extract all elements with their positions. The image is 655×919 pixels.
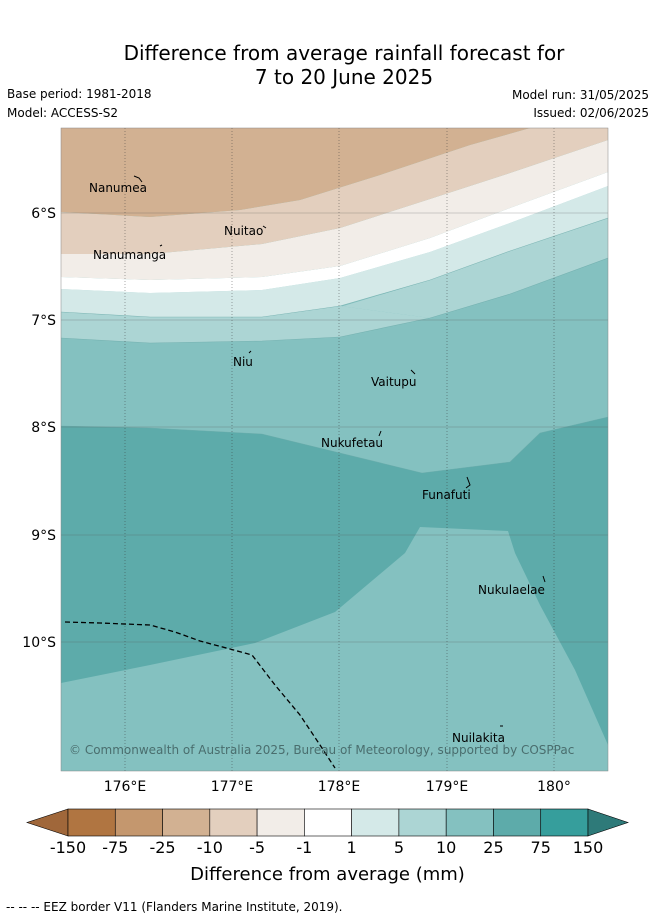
colorbar-tick-label: 25 [483, 838, 503, 857]
niu-island-shape [248, 350, 252, 354]
island-label-nuilakita: Nuilakita [452, 731, 505, 745]
lat-tick-6s: 6°S [31, 206, 56, 222]
island-label-nuitao: Nuitao [224, 224, 263, 238]
lat-tick-8s: 8°S [31, 420, 56, 436]
island-label-nanumea: Nanumea [89, 181, 147, 195]
colorbar-segment [445, 808, 494, 837]
rainfall-contours: Nanumea Nuitao Nanumanga Niu Vaitupu Nuk… [61, 128, 608, 771]
colorbar-segment [209, 808, 258, 837]
colorbar [26, 808, 629, 837]
colorbar-tick-label: 1 [347, 838, 357, 857]
colorbar-segment [304, 808, 352, 837]
base-period: Base period: 1981-2018 [7, 87, 152, 101]
colorbar-tick-label: -5 [249, 838, 265, 857]
colorbar-extend-low [26, 808, 69, 837]
colorbar-ticks: -150 -75 -25 -10 -5 -1 1 5 10 25 75 150 [50, 838, 603, 857]
nanumea-island-shape [133, 175, 143, 183]
colorbar-tick-label: -25 [149, 838, 175, 857]
nanumanga-island-shape [159, 244, 163, 247]
colorbar-segment [540, 808, 589, 837]
colorbar-segment [493, 808, 542, 837]
colorbar-segment [67, 808, 116, 837]
lon-tick-179e: 179°E [426, 779, 469, 795]
lat-tick-10s: 10°S [22, 635, 56, 651]
island-label-nukufetau: Nukufetau [321, 436, 383, 450]
copyright-notice: © Commonwealth of Australia 2025, Bureau… [69, 743, 574, 757]
lon-tick-180: 180° [537, 779, 571, 795]
colorbar-label: Difference from average (mm) [190, 864, 465, 885]
colorbar-tick-label: -75 [102, 838, 128, 857]
eez-legend-note: -- -- -- EEZ border V11 (Flanders Marine… [6, 900, 343, 914]
colorbar-tick-label: 5 [394, 838, 404, 857]
nukufetau-island-shape [378, 430, 382, 437]
island-label-niu: Niu [233, 355, 253, 369]
nuitao-island-shape [262, 225, 267, 229]
colorbar-segment [256, 808, 305, 837]
island-label-funafuti: Funafuti [422, 488, 471, 502]
lat-tick-7s: 7°S [31, 313, 56, 329]
colorbar-segment [398, 808, 447, 837]
island-label-nanumanga: Nanumanga [93, 248, 166, 262]
island-label-vaitupu: Vaitupu [371, 375, 417, 389]
lon-tick-177e: 177°E [211, 779, 254, 795]
colorbar-tick-label: 75 [531, 838, 551, 857]
title-line-1: Difference from average rainfall forecas… [123, 41, 565, 65]
lon-tick-178e: 178°E [318, 779, 361, 795]
lon-tick-176e: 176°E [104, 779, 147, 795]
lat-axis: 6°S 7°S 8°S 9°S 10°S [22, 206, 56, 651]
colorbar-tick-label: -1 [296, 838, 312, 857]
colorbar-tick-label: -150 [50, 838, 86, 857]
title-line-2: 7 to 20 June 2025 [254, 65, 434, 89]
model-name: Model: ACCESS-S2 [7, 106, 119, 120]
island-label-nukulaelae: Nukulaelae [478, 583, 545, 597]
colorbar-segment [162, 808, 211, 837]
colorbar-tick-label: 10 [436, 838, 456, 857]
colorbar-extend-high [587, 808, 629, 837]
colorbar-tick-label: 150 [573, 838, 604, 857]
lat-tick-9s: 9°S [31, 528, 56, 544]
funafuti-island-shape [465, 476, 471, 489]
colorbar-tick-label: -10 [197, 838, 223, 857]
nukulaelae-island-shape [542, 575, 546, 583]
lon-axis: 176°E 177°E 178°E 179°E 180° [104, 779, 571, 795]
colorbar-segment [351, 808, 400, 837]
issued-date: Issued: 02/06/2025 [533, 106, 649, 120]
model-run: Model run: 31/05/2025 [511, 88, 649, 102]
colorbar-segment [114, 808, 163, 837]
vaitupu-island-shape [410, 369, 416, 375]
